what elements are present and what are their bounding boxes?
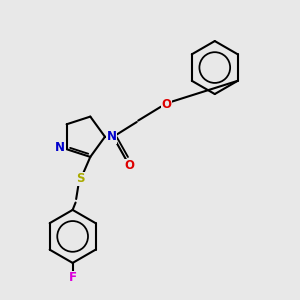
Text: O: O [124,159,134,172]
Text: O: O [161,98,171,111]
Text: S: S [76,172,84,185]
Text: N: N [106,130,116,143]
Text: F: F [69,271,76,284]
Text: N: N [55,141,65,154]
